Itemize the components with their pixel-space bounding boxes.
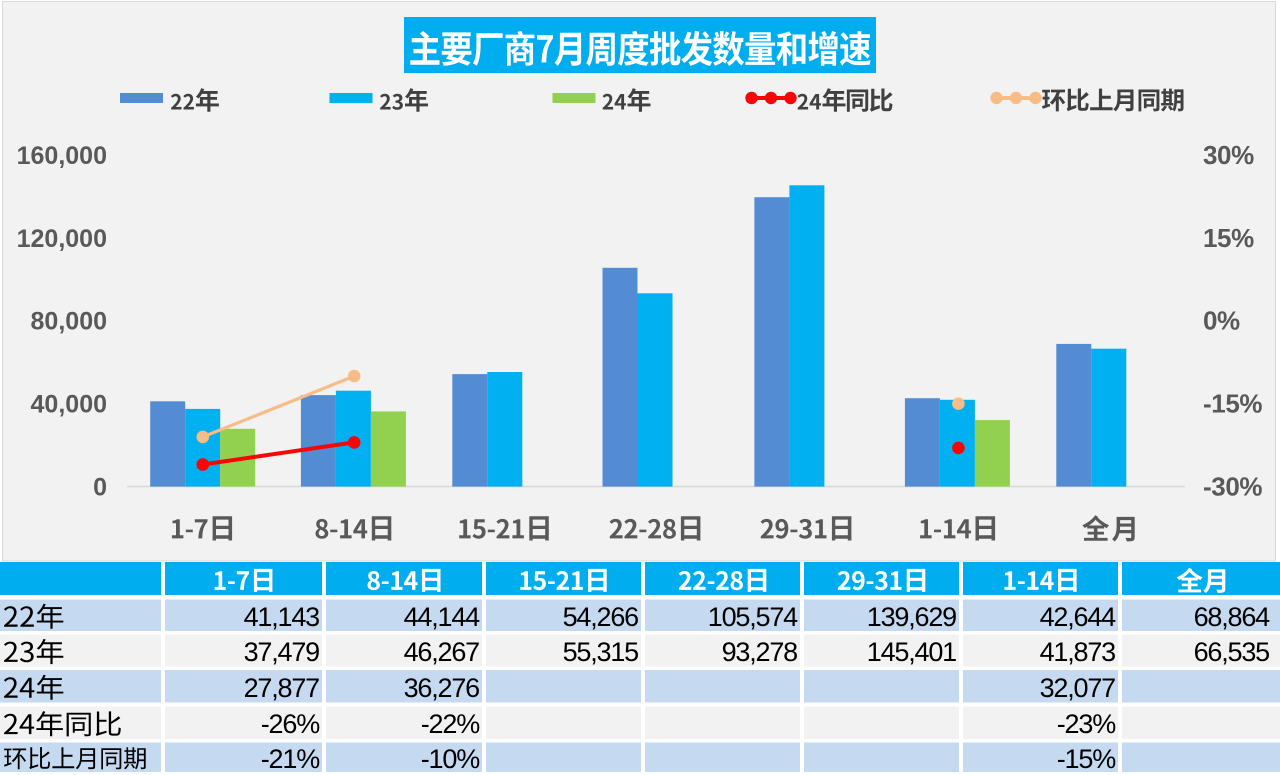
svg-text:66,535: 66,535 (1194, 637, 1270, 667)
svg-text:32,077: 32,077 (1040, 673, 1116, 703)
svg-text:54,266: 54,266 (563, 602, 639, 632)
svg-text:-15%: -15% (1203, 389, 1262, 419)
svg-text:0%: 0% (1203, 306, 1240, 336)
svg-text:30%: 30% (1203, 140, 1254, 170)
svg-text:46,267: 46,267 (404, 637, 480, 667)
svg-text:-21%: -21% (261, 744, 320, 774)
svg-text:120,000: 120,000 (17, 225, 107, 253)
svg-text:-15%: -15% (1057, 744, 1116, 774)
svg-text:40,000: 40,000 (31, 391, 107, 419)
svg-text:0: 0 (93, 474, 107, 502)
svg-text:145,401: 145,401 (867, 637, 956, 667)
svg-text:68,864: 68,864 (1194, 602, 1271, 632)
svg-text:42,644: 42,644 (1040, 602, 1117, 632)
svg-text:105,574: 105,574 (708, 602, 798, 632)
svg-text:93,278: 93,278 (722, 637, 798, 667)
svg-text:15%: 15% (1203, 223, 1254, 253)
svg-text:-23%: -23% (1057, 709, 1116, 739)
svg-text:-22%: -22% (421, 709, 480, 739)
svg-text:37,479: 37,479 (244, 637, 320, 667)
svg-text:160,000: 160,000 (17, 142, 107, 170)
svg-text:-26%: -26% (261, 709, 320, 739)
svg-text:27,877: 27,877 (244, 673, 320, 703)
svg-text:44,144: 44,144 (404, 602, 481, 632)
svg-text:41,873: 41,873 (1040, 637, 1116, 667)
svg-text:80,000: 80,000 (31, 308, 107, 336)
svg-text:-10%: -10% (421, 744, 480, 774)
svg-text:36,276: 36,276 (404, 673, 480, 703)
svg-text:55,315: 55,315 (563, 637, 639, 667)
svg-text:-30%: -30% (1203, 472, 1262, 502)
svg-text:139,629: 139,629 (867, 602, 956, 632)
svg-text:41,143: 41,143 (244, 602, 320, 632)
